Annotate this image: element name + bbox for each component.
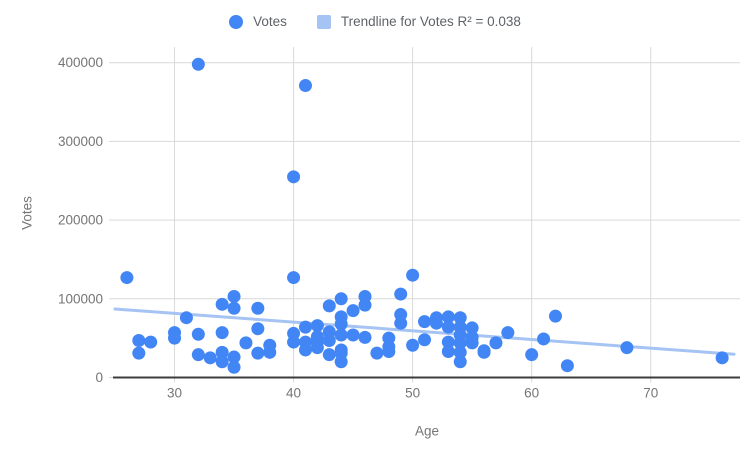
data-point[interactable]	[191, 348, 205, 362]
data-point[interactable]	[358, 298, 372, 312]
chart-legend: Votes Trendline for Votes R² = 0.038	[0, 14, 750, 29]
data-point[interactable]	[310, 319, 324, 333]
data-point[interactable]	[334, 355, 348, 369]
data-point[interactable]	[334, 317, 348, 331]
data-point[interactable]	[370, 346, 384, 360]
data-point[interactable]	[251, 322, 265, 336]
data-point[interactable]	[215, 355, 229, 369]
y-tick-label: 300000	[58, 134, 103, 149]
data-point[interactable]	[453, 311, 467, 325]
data-point[interactable]	[179, 311, 193, 325]
data-point[interactable]	[287, 335, 301, 349]
data-point[interactable]	[406, 268, 420, 282]
data-point[interactable]	[298, 343, 312, 357]
data-point[interactable]	[251, 346, 265, 360]
data-point[interactable]	[168, 331, 182, 345]
data-point[interactable]	[418, 315, 432, 329]
data-point[interactable]	[191, 57, 205, 71]
data-point[interactable]	[298, 79, 312, 93]
legend-item-votes[interactable]: Votes	[229, 14, 287, 29]
data-point[interactable]	[215, 326, 229, 340]
data-point[interactable]	[120, 271, 134, 285]
legend-item-trendline[interactable]: Trendline for Votes R² = 0.038	[316, 14, 521, 29]
data-point[interactable]	[441, 335, 455, 349]
data-point[interactable]	[406, 338, 420, 352]
data-point[interactable]	[453, 345, 467, 359]
x-tick-label: 50	[405, 386, 420, 401]
data-point[interactable]	[227, 301, 241, 315]
data-point[interactable]	[334, 328, 348, 342]
data-point[interactable]	[548, 309, 562, 323]
data-point[interactable]	[453, 336, 467, 350]
data-point[interactable]	[251, 301, 265, 315]
data-point[interactable]	[132, 346, 146, 360]
y-tick-label: 100000	[58, 291, 103, 306]
data-point[interactable]	[394, 316, 408, 330]
data-point[interactable]	[310, 341, 324, 355]
data-point[interactable]	[227, 360, 241, 374]
data-point[interactable]	[537, 332, 551, 346]
data-point[interactable]	[501, 326, 515, 340]
data-point[interactable]	[132, 334, 146, 348]
data-point[interactable]	[489, 336, 503, 350]
trendline-marker-icon	[316, 14, 331, 29]
x-tick-label: 70	[643, 386, 658, 401]
data-point[interactable]	[441, 345, 455, 359]
data-point[interactable]	[418, 333, 432, 347]
legend-votes-label: Votes	[253, 14, 287, 29]
y-tick-label: 400000	[58, 55, 103, 70]
data-point[interactable]	[144, 335, 158, 349]
x-tick-label: 30	[167, 386, 182, 401]
x-tick-label: 40	[286, 386, 301, 401]
data-point[interactable]	[477, 345, 491, 359]
data-point[interactable]	[441, 310, 455, 324]
data-point[interactable]	[465, 321, 479, 335]
data-point[interactable]	[322, 348, 336, 362]
data-point[interactable]	[560, 359, 574, 373]
data-point[interactable]	[429, 316, 443, 330]
data-point[interactable]	[322, 299, 336, 313]
data-point[interactable]	[215, 297, 229, 311]
y-tick-label: 0	[95, 370, 103, 385]
data-point[interactable]	[453, 355, 467, 369]
data-point[interactable]	[227, 350, 241, 364]
data-point[interactable]	[441, 320, 455, 334]
data-point[interactable]	[346, 328, 360, 342]
data-point[interactable]	[263, 345, 277, 359]
data-point[interactable]	[715, 351, 729, 365]
data-point[interactable]	[525, 348, 539, 362]
data-point[interactable]	[620, 341, 634, 355]
data-point[interactable]	[382, 340, 396, 354]
legend-trendline-label: Trendline for Votes R² = 0.038	[340, 14, 521, 29]
x-tick-label: 60	[524, 386, 539, 401]
data-point[interactable]	[334, 292, 348, 306]
data-point[interactable]	[358, 330, 372, 344]
votes-series-marker-icon	[229, 14, 244, 29]
data-point[interactable]	[298, 320, 312, 334]
data-point[interactable]	[227, 289, 241, 303]
data-point[interactable]	[215, 345, 229, 359]
data-point[interactable]	[394, 287, 408, 301]
data-point[interactable]	[322, 334, 336, 348]
y-tick-label: 200000	[58, 213, 103, 228]
data-point[interactable]	[191, 327, 205, 341]
data-point[interactable]	[239, 336, 253, 350]
data-point[interactable]	[287, 170, 301, 184]
x-axis-title: Age	[414, 423, 440, 439]
data-point[interactable]	[465, 336, 479, 350]
data-point[interactable]	[287, 271, 301, 285]
data-point[interactable]	[203, 351, 217, 365]
data-point[interactable]	[346, 304, 360, 318]
